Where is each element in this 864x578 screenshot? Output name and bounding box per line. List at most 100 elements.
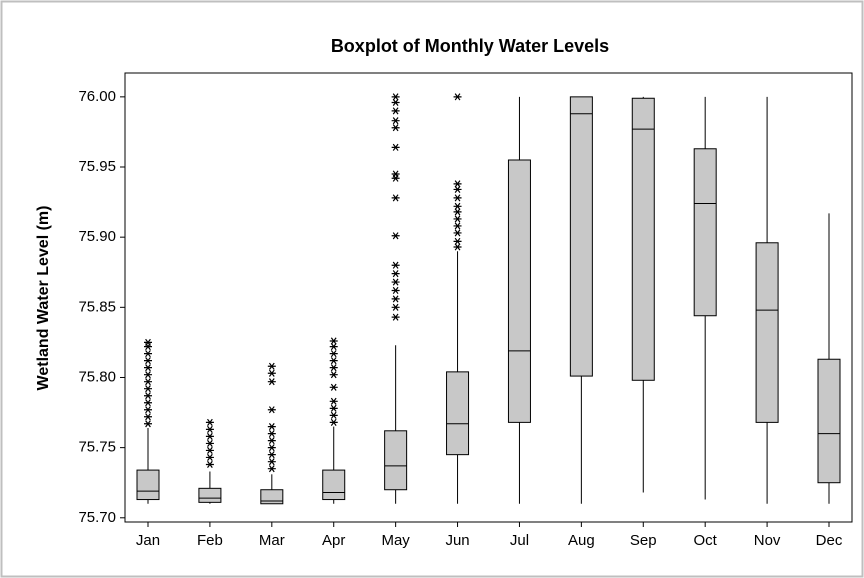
- outlier: [205, 425, 214, 433]
- outlier: [144, 371, 152, 379]
- outlier: [329, 364, 338, 372]
- outlier: [453, 180, 462, 188]
- outlier: [453, 237, 462, 245]
- x-tick-label: Aug: [568, 532, 595, 549]
- outlier: [329, 411, 338, 419]
- outlier: [205, 432, 214, 440]
- outlier: [329, 337, 338, 345]
- y-tick-label: 75.70: [78, 509, 116, 526]
- outlier: [391, 295, 400, 303]
- outlier: [144, 357, 152, 365]
- box: [507, 159, 531, 423]
- outlier: [144, 413, 152, 421]
- outlier: [329, 404, 338, 412]
- outlier: [205, 439, 214, 447]
- x-tick-label: Dec: [816, 532, 843, 549]
- outlier: [205, 453, 214, 462]
- outlier: [144, 399, 152, 407]
- x-tick-label: Oct: [694, 532, 718, 549]
- outlier: [267, 423, 276, 431]
- box: [693, 148, 717, 317]
- outlier: [453, 215, 462, 223]
- outlier: [267, 369, 276, 377]
- outlier: [391, 124, 400, 132]
- outlier: [144, 378, 152, 386]
- outlier: [329, 371, 338, 379]
- outlier: [267, 458, 276, 466]
- outlier: [453, 93, 462, 101]
- outlier: [391, 278, 400, 286]
- outlier: [144, 406, 152, 414]
- x-tick-label: Mar: [259, 532, 285, 549]
- outlier: [267, 430, 276, 438]
- outlier: [267, 378, 276, 386]
- box: [384, 430, 408, 491]
- outlier: [453, 194, 462, 202]
- outlier: [391, 270, 400, 278]
- x-tick-label: Sep: [630, 532, 657, 549]
- outlier: [144, 420, 152, 428]
- outlier: [453, 208, 462, 216]
- outlier: [453, 185, 462, 194]
- box: [260, 489, 284, 505]
- box: [322, 469, 346, 501]
- outlier: [267, 444, 276, 452]
- outlier: [391, 232, 400, 240]
- outlier: [267, 465, 276, 473]
- box: [136, 469, 160, 501]
- y-tick-label: 75.75: [78, 439, 116, 456]
- outlier: [391, 93, 400, 101]
- outlier: [329, 418, 338, 426]
- outlier: [205, 460, 214, 469]
- box: [446, 371, 470, 456]
- outlier: [391, 194, 400, 202]
- y-tick-label: 75.85: [78, 298, 116, 315]
- x-tick-label: Jan: [136, 532, 160, 549]
- outlier: [329, 343, 338, 351]
- outlier: [391, 286, 400, 295]
- outlier: [267, 406, 276, 414]
- outlier: [144, 364, 152, 372]
- outlier: [267, 437, 276, 445]
- box: [631, 97, 655, 381]
- outlier: [205, 446, 214, 455]
- y-tick-label: 75.95: [78, 158, 116, 175]
- outlier: [391, 170, 400, 178]
- x-tick-label: Feb: [197, 532, 223, 549]
- outlier: [329, 383, 338, 391]
- outlier: [453, 222, 462, 230]
- outlier: [453, 243, 462, 251]
- outlier: [329, 397, 338, 405]
- x-tick-label: Nov: [754, 532, 781, 549]
- outlier: [144, 385, 152, 393]
- outlier: [329, 350, 338, 358]
- outlier: [267, 451, 276, 459]
- y-axis-label: Wetland Water Level (m): [35, 206, 52, 391]
- outlier: [391, 98, 400, 107]
- outlier: [329, 357, 338, 365]
- outlier: [144, 350, 152, 358]
- x-tick-label: Jul: [510, 532, 529, 549]
- outlier: [391, 117, 400, 125]
- outlier: [453, 229, 462, 237]
- y-tick-label: 76.00: [78, 88, 116, 105]
- box: [755, 242, 779, 423]
- outlier: [391, 313, 400, 321]
- box: [569, 96, 593, 377]
- outlier: [267, 362, 276, 370]
- box: [817, 358, 841, 484]
- x-tick-label: Apr: [322, 532, 345, 549]
- outlier: [144, 338, 152, 346]
- outlier: [144, 392, 152, 400]
- outlier: [391, 303, 400, 311]
- y-tick-label: 75.90: [78, 228, 116, 245]
- plot-area: [124, 72, 853, 523]
- box: [198, 487, 222, 503]
- outlier: [391, 107, 400, 115]
- outlier: [205, 418, 214, 426]
- outlier: [391, 261, 400, 269]
- chart-title: Boxplot of Monthly Water Levels: [331, 36, 609, 56]
- outlier: [453, 202, 462, 210]
